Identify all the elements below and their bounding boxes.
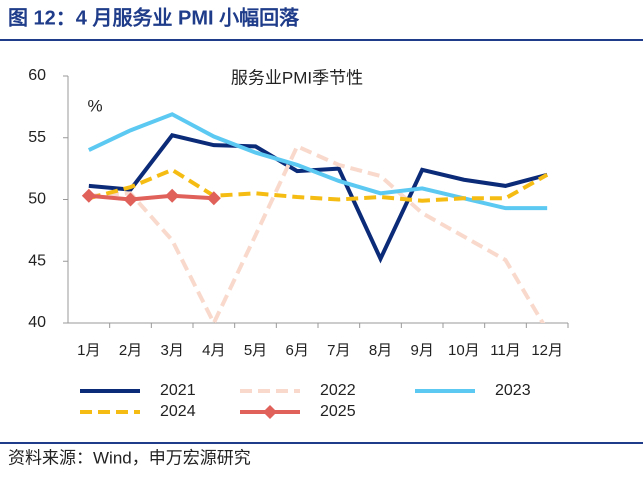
x-tick-label: 2月 xyxy=(119,342,142,359)
header-title: 图 12：4 月服务业 PMI 小幅回落 xyxy=(8,5,300,29)
x-tick-label: 3月 xyxy=(160,342,183,359)
series-line xyxy=(88,143,546,323)
legend-marker xyxy=(263,405,277,419)
y-axis-label: % xyxy=(87,96,102,115)
legend-label: 2024 xyxy=(160,403,196,420)
x-tick-label: 10月 xyxy=(448,342,480,359)
marker xyxy=(81,188,96,203)
plot xyxy=(81,112,549,323)
x-tick-label: 5月 xyxy=(244,342,267,359)
marker xyxy=(206,191,221,206)
x-tick-label: 8月 xyxy=(369,342,392,359)
y-tick-label: 60 xyxy=(28,67,46,84)
x-tick-label: 6月 xyxy=(285,342,308,359)
y-tick-label: 55 xyxy=(28,129,46,146)
series-line xyxy=(88,167,549,203)
chart-title: 服务业PMI季节性 xyxy=(231,68,363,87)
legend-label: 2025 xyxy=(320,403,356,420)
x-tick-label: 12月 xyxy=(531,342,563,359)
x-tick-label: 11月 xyxy=(490,342,521,359)
legend-label: 2023 xyxy=(495,382,531,399)
marker xyxy=(123,192,138,207)
series-line xyxy=(87,112,548,211)
y-tick-label: 45 xyxy=(28,252,46,269)
marker xyxy=(165,188,180,203)
y-tick-label: 40 xyxy=(28,314,46,331)
series-line xyxy=(88,133,548,264)
x-tick-label: 1月 xyxy=(77,342,100,359)
y-tick-label: 50 xyxy=(28,191,46,208)
x-tick-label: 4月 xyxy=(202,342,225,359)
series-line xyxy=(88,193,214,202)
x-tick-label: 7月 xyxy=(327,342,350,359)
legend-label: 2022 xyxy=(320,382,356,399)
source: 资料来源：Wind，申万宏源研究 xyxy=(8,448,251,467)
x-tick-label: 9月 xyxy=(410,342,433,359)
legend-label: 2021 xyxy=(160,382,196,399)
